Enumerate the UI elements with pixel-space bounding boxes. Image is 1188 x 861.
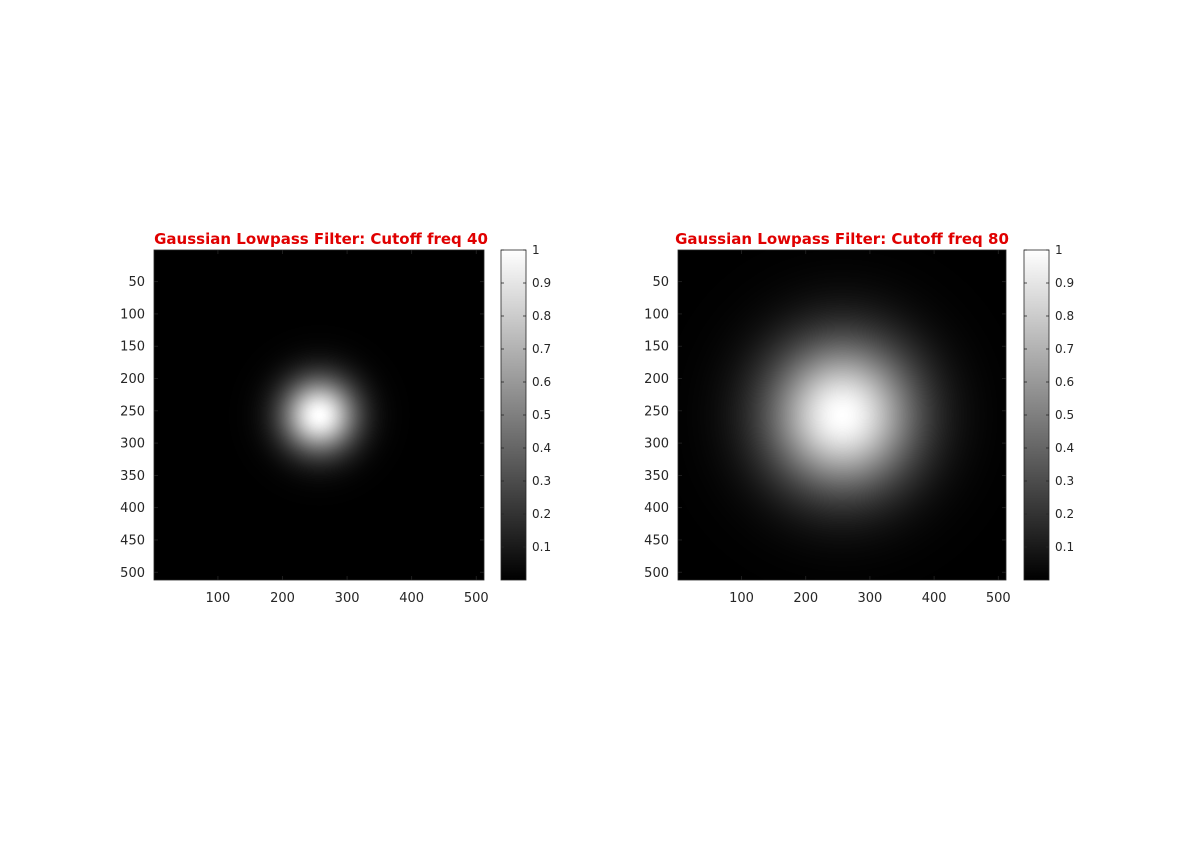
left-colorbar-tick-label: 0.9 [532,276,551,290]
left-x-tick-label: 300 [335,591,360,606]
left-colorbar-tick-label: 0.3 [532,474,551,488]
right-y-tick-label: 200 [644,372,669,387]
right-axes-box [677,249,1007,581]
left-y-tick-label: 150 [120,340,145,355]
right-y-tick-label: 50 [652,275,669,290]
right-colorbar-tick-label: 0.6 [1055,375,1074,389]
left-colorbar [501,250,526,580]
right-colorbar-tick-label: 0.7 [1055,342,1074,356]
left-colorbar-tick-label: 0.4 [532,441,551,455]
right-x-tick-label: 100 [729,591,754,606]
left-colorbar-tick-label: 0.7 [532,342,551,356]
left-colorbar-tick-label: 1 [532,243,540,257]
right-y-tick-label: 500 [644,566,669,581]
right-colorbar-tick-label: 1 [1055,243,1063,257]
left-y-tick-label: 500 [120,566,145,581]
left-colorbar-tick-label: 0.6 [532,375,551,389]
left-x-tick-label: 500 [464,591,489,606]
left-x-tick-label: 200 [270,591,295,606]
left-filter-heatmap [154,250,484,580]
right-colorbar-tick-label: 0.1 [1055,540,1074,554]
right-x-tick-label: 400 [922,591,947,606]
left-y-tick-label: 200 [120,372,145,387]
right-colorbar-tick-label: 0.2 [1055,507,1074,521]
right-y-tick-label: 300 [644,437,669,452]
left-colorbar-tick-label: 0.1 [532,540,551,554]
left-y-tick-label: 300 [120,437,145,452]
right-plot-title: Gaussian Lowpass Filter: Cutoff freq 80 [675,230,1009,248]
left-y-tick-label: 50 [128,275,145,290]
left-axes-box [153,249,485,581]
left-filter-panel: 100 200 300 400 500 50 100 150 200 250 300 350 400 45… [120,230,551,606]
right-colorbar-tick-label: 0.8 [1055,309,1074,323]
left-y-tick-label: 350 [120,469,145,484]
left-x-tick-label: 100 [206,591,231,606]
right-colorbar-tick-label: 0.4 [1055,441,1074,455]
right-y-tick-label: 400 [644,501,669,516]
right-x-tick-label: 500 [986,591,1011,606]
right-y-tick-label: 350 [644,469,669,484]
left-colorbar-tick-label: 0.2 [532,507,551,521]
left-plot-title: Gaussian Lowpass Filter: Cutoff freq 40 [154,230,488,248]
left-y-tick-label: 450 [120,533,145,548]
right-x-tick-label: 200 [793,591,818,606]
right-y-tick-label: 450 [644,533,669,548]
right-filter-heatmap [678,250,1006,580]
left-y-tick-label: 400 [120,501,145,516]
left-y-tick-label: 250 [120,404,145,419]
right-filter-panel: 100 200 300 400 500 50 100 150 200 250 300 350 400 45… [644,230,1074,606]
right-y-tick-label: 250 [644,404,669,419]
right-y-tick-label: 100 [644,307,669,322]
right-colorbar-tick-label: 0.3 [1055,474,1074,488]
right-y-tick-label: 150 [644,340,669,355]
right-colorbar [1024,250,1049,580]
right-colorbar-tick-label: 0.5 [1055,408,1074,422]
left-y-tick-label: 100 [120,307,145,322]
left-colorbar-tick-label: 0.8 [532,309,551,323]
left-colorbar-tick-label: 0.5 [532,408,551,422]
right-colorbar-tick-label: 0.9 [1055,276,1074,290]
left-x-tick-label: 400 [399,591,424,606]
right-x-tick-label: 300 [858,591,883,606]
